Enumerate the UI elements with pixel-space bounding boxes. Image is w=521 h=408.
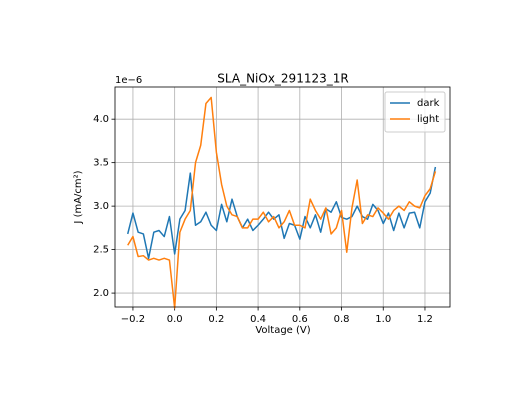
y-tick-label: 3.0 (93, 201, 109, 212)
y-tick-label: 2.5 (93, 245, 109, 256)
x-tick-label: 0.6 (292, 314, 308, 325)
legend-box (384, 91, 446, 133)
x-tick-label: 0.4 (250, 314, 266, 325)
x-axis-label: Voltage (V) (255, 325, 310, 336)
y-offset-label: 1e−6 (115, 75, 142, 86)
x-tick-label: 1.0 (375, 314, 391, 325)
legend-label: light (417, 114, 439, 125)
x-tick-label: 0.0 (167, 314, 183, 325)
legend-label: dark (417, 98, 440, 109)
y-tick-label: 2.0 (93, 288, 109, 299)
y-tick-label: 3.5 (93, 158, 109, 169)
axes-frame (114, 86, 451, 308)
y-axis-label: J (mA/cm²) (73, 170, 84, 224)
x-tick-label: 0.8 (334, 314, 350, 325)
data-line (126, 166, 437, 260)
data-line (127, 96, 437, 309)
y-tick-label: 4.0 (93, 114, 109, 125)
x-tick-label: 1.2 (417, 314, 433, 325)
x-tick-label: −0.2 (121, 314, 145, 325)
x-tick-label: 0.2 (208, 314, 224, 325)
chart-title: SLA_NiOx_291123_1R (217, 72, 348, 86)
